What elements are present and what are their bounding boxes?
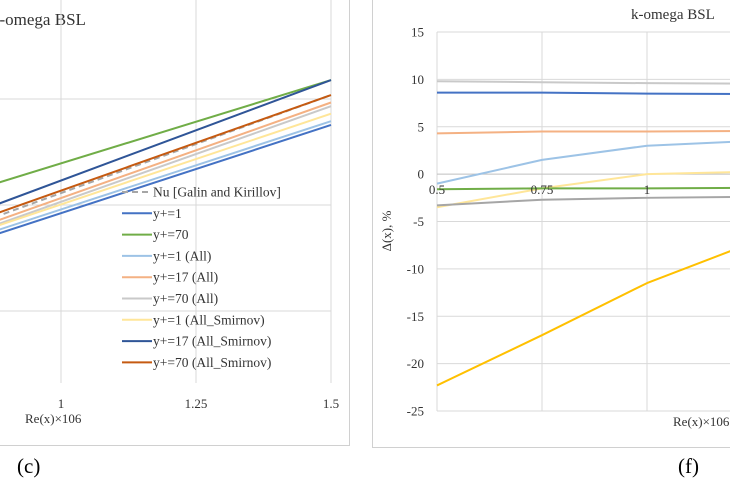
legend-label-c: y+=70 (All)	[153, 291, 218, 306]
y-tick-label-f: -5	[413, 214, 424, 229]
y-ticks-f: 15 10 5 0 -5 -10 -15 -20 -25	[407, 25, 424, 419]
y-tick-label-f: 0	[418, 167, 425, 182]
y-tick-label-f: -25	[407, 404, 424, 419]
x-axis-label-c: Re(x)×106	[25, 411, 82, 426]
x-tick-label-c: 1.25	[185, 396, 208, 411]
x-tick-label-c: 1.5	[323, 396, 339, 411]
y-tick-label-f: -15	[407, 309, 424, 324]
chart-title-c: k-omega BSL	[0, 10, 86, 29]
series-line-f-4	[436, 140, 730, 185]
series-line-f-1	[436, 80, 730, 85]
legend-label-c: y+=1 (All)	[153, 248, 211, 263]
panel-f: k-omega BSL 15 10 5 0 -5 -10 -15 -20 -25 0.5 0.75…	[372, 0, 730, 448]
grid-f	[436, 31, 730, 412]
series-line-c-4	[0, 120, 332, 231]
y-tick-label-f: 15	[411, 25, 424, 40]
x-tick-label-f: 1	[644, 182, 651, 197]
series-group-f	[436, 80, 730, 387]
panel-label-c: (c)	[17, 454, 41, 478]
y-tick-label-f: 5	[418, 119, 425, 134]
series-line-c-6	[0, 105, 332, 225]
chart-f: k-omega BSL 15 10 5 0 -5 -10 -15 -20 -25 0.5 0.75…	[379, 7, 730, 429]
legend-label-c: Nu [Galin and Kirillov]	[153, 185, 281, 200]
legend-label-c: y+=1 (All_Smirnov)	[153, 312, 265, 327]
x-tick-label-c: 1	[58, 396, 65, 411]
series-line-c-3	[0, 79, 332, 184]
legend-c: Nu [Galin and Kirillov] y+=1 y+=70 y+=1 (Al…	[122, 185, 281, 370]
legend-label-c: y+=17 (All_Smirnov)	[153, 334, 271, 349]
chart-c: k-omega BSL 1 1.25 1.5 Re(x)×106 Nu [Galin…	[0, 0, 339, 426]
series-line-f-8	[436, 196, 730, 207]
series-line-c-7	[0, 112, 332, 226]
x-ticks-f: 0.5 0.75 1	[429, 182, 650, 197]
legend-label-c: y+=17 (All)	[153, 270, 218, 285]
y-tick-label-f: 10	[411, 72, 424, 87]
y-tick-label-f: -10	[407, 261, 424, 276]
series-line-c-8	[0, 79, 332, 205]
series-line-c-5	[0, 101, 332, 221]
panel-label-f: (f)	[678, 454, 699, 478]
chart-title-f: k-omega BSL	[631, 7, 715, 23]
series-line-f-7	[436, 186, 730, 191]
legend-label-c: y+=70 (All_Smirnov)	[153, 355, 271, 370]
y-tick-label-f: -20	[407, 356, 424, 371]
x-tick-label-f: 0.75	[531, 182, 554, 197]
panel-c: k-omega BSL 1 1.25 1.5 Re(x)×106 Nu [Galin…	[0, 0, 350, 446]
x-tick-label-f: 0.5	[429, 182, 445, 197]
legend-label-c: y+=70	[153, 227, 189, 242]
series-line-f-5	[436, 250, 730, 387]
series-line-c-9	[0, 94, 332, 214]
series-line-f-6	[436, 171, 730, 209]
x-ticks-c: 1 1.25 1.5	[58, 396, 339, 411]
series-line-f-2	[437, 91, 730, 95]
x-axis-label-f: Re(x)×106	[673, 414, 730, 429]
series-line-f-3	[436, 130, 730, 135]
legend-label-c: y+=1	[153, 206, 182, 221]
y-axis-label-f: Δ(x), %	[379, 210, 394, 251]
